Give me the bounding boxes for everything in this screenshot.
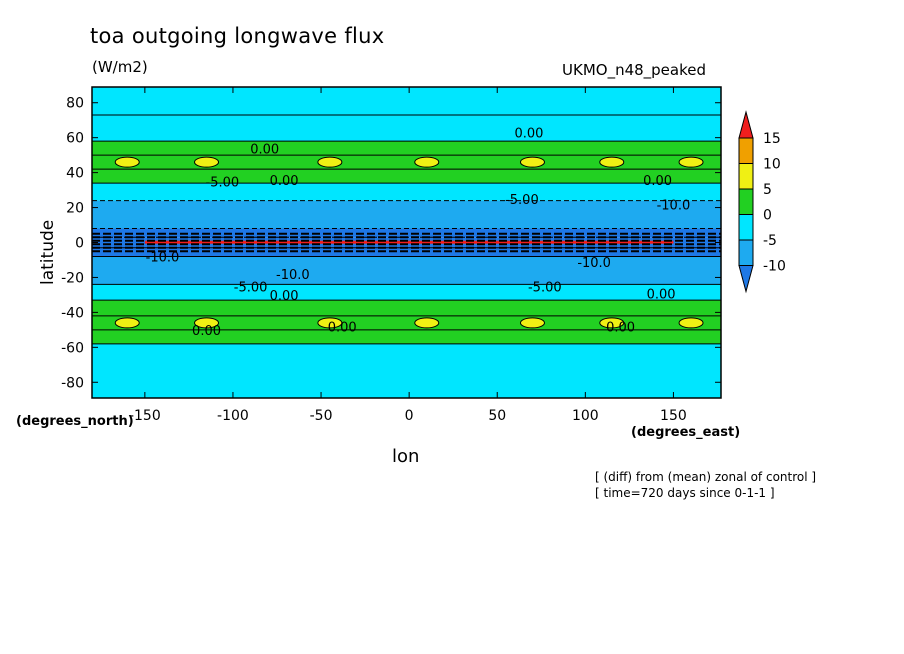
colorbar-label: -5 xyxy=(763,233,777,249)
contour-label: -10.0 xyxy=(146,251,180,266)
contour-patch xyxy=(317,156,343,168)
x-tick-label: -150 xyxy=(129,408,161,424)
contour-band xyxy=(92,141,721,156)
contour-patch xyxy=(194,156,220,168)
contour-label: -5.00 xyxy=(234,280,268,295)
y-tick-label: -80 xyxy=(61,375,84,391)
y-units-label: (degrees_north) xyxy=(16,414,134,429)
y-tick-label: -20 xyxy=(61,270,84,286)
y-tick-label: 0 xyxy=(75,236,84,252)
contour-patch xyxy=(317,317,343,329)
contour-label: 0.00 xyxy=(250,142,279,157)
contour-label: -10.0 xyxy=(577,256,611,271)
colorbar-label: 0 xyxy=(763,208,772,224)
x-tick-label: 50 xyxy=(488,408,506,424)
footnote-diff: [ (diff) from (mean) zonal of control ] xyxy=(595,470,817,484)
contour-patch xyxy=(194,317,220,329)
x-units-label: (degrees_east) xyxy=(631,425,741,440)
contour-band xyxy=(92,300,721,316)
footnote-time: [ time=720 days since 0-1-1 ] xyxy=(595,486,775,500)
chart-title: toa outgoing longwave flux xyxy=(90,24,385,48)
colorbar-segment xyxy=(738,137,754,164)
contour-patch xyxy=(414,317,440,329)
contour-band xyxy=(92,315,721,330)
colorbar-label: 10 xyxy=(763,157,781,173)
contour-label: -10.0 xyxy=(276,268,310,283)
y-tick-label: 40 xyxy=(66,166,84,182)
y-tick-label: 80 xyxy=(66,96,84,112)
contour-patch xyxy=(678,156,704,168)
contour-patch xyxy=(114,317,140,329)
contour-label: 0.00 xyxy=(270,174,299,189)
y-tick-label: 60 xyxy=(66,131,84,147)
contour-label: -10.0 xyxy=(657,198,691,213)
contour-band xyxy=(92,343,721,398)
contour-patch xyxy=(519,156,545,168)
contour-label: 0.00 xyxy=(328,321,357,336)
y-tick-label: -40 xyxy=(61,305,84,321)
contour-band xyxy=(92,155,721,170)
contour-patch xyxy=(114,156,140,168)
contour-band xyxy=(92,169,721,184)
contour-label: -5.00 xyxy=(528,280,562,295)
contour-band xyxy=(92,284,721,301)
model-label: UKMO_n48_peaked xyxy=(562,61,707,79)
contour-label: -5.00 xyxy=(505,193,539,208)
colorbar-segment xyxy=(738,163,754,190)
contour-band xyxy=(92,114,721,142)
y-tick-label: -60 xyxy=(61,340,84,356)
contour-band xyxy=(92,200,721,229)
contour-core xyxy=(144,240,674,244)
colorbar-label: -10 xyxy=(763,259,786,275)
x-tick-label: -100 xyxy=(217,408,249,424)
x-tick-label: 100 xyxy=(572,408,599,424)
contour-label: 0.00 xyxy=(606,321,635,336)
contour-label: 0.00 xyxy=(192,324,221,339)
contour-label: 0.00 xyxy=(514,127,543,142)
y-axis-label: latitude xyxy=(38,219,58,285)
colorbar-label: 15 xyxy=(763,131,781,147)
colorbar-bottom-arrow xyxy=(738,265,754,294)
contour-band xyxy=(92,256,721,285)
x-tick-label: -50 xyxy=(310,408,333,424)
y-tick-label: 20 xyxy=(66,201,84,217)
contour-patch xyxy=(599,156,625,168)
units-label: (W/m2) xyxy=(92,58,148,76)
contour-band xyxy=(92,87,721,115)
colorbar-segment xyxy=(738,188,754,215)
contour-band xyxy=(92,329,721,344)
colorbar-segment xyxy=(738,239,754,266)
x-axis-label: lon xyxy=(392,446,420,467)
contour-label: -5.00 xyxy=(206,176,240,191)
x-tick-label: 150 xyxy=(660,408,687,424)
contour-patch xyxy=(519,317,545,329)
colorbar-segment xyxy=(738,214,754,241)
contour-label: 0.00 xyxy=(270,289,299,304)
contour-patch xyxy=(599,317,625,329)
contour-patch xyxy=(678,317,704,329)
contour-band xyxy=(92,183,721,201)
contour-label: 0.00 xyxy=(647,287,676,302)
colorbar-label: 5 xyxy=(763,182,772,198)
contour-label: 0.00 xyxy=(643,174,672,189)
colorbar-top-arrow xyxy=(738,110,754,139)
contour-patch xyxy=(414,156,440,168)
x-tick-label: 0 xyxy=(405,408,414,424)
